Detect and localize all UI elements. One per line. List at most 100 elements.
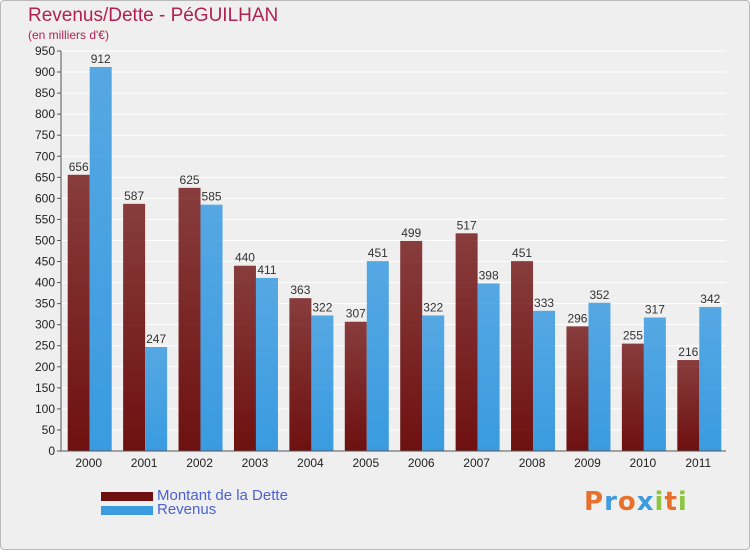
y-tick-label: 150 [35,381,55,395]
chart-subtitle: (en milliers d'€) [28,28,109,42]
data-label-revenus-2009: 352 [589,288,609,302]
data-label-revenus-2004: 322 [312,300,332,314]
y-tick-label: 750 [35,128,55,142]
bar-dette-2011 [677,360,700,451]
data-label-revenus-2001: 247 [146,332,166,346]
data-label-dette-2011: 216 [678,345,698,359]
chart-title: Revenus/Dette - PéGUILHAN [28,5,279,26]
legend-swatch-dette [101,492,153,501]
data-label-revenus-2008: 333 [534,296,554,310]
y-tick-label: 500 [35,233,55,247]
data-label-revenus-2006: 322 [423,300,443,314]
axes: 0 50 100 150 200 250 300 350 400 450 500 550 600 650 7… [35,44,726,470]
bar-dette-2003 [233,265,256,451]
logo-letter: i [677,487,688,517]
data-label-dette-2003: 440 [235,251,255,265]
y-tick-label: 350 [35,297,55,311]
data-label-revenus-2005: 451 [368,246,388,260]
x-tick-label: 2011 [685,456,711,470]
logo-letter: o [617,487,637,517]
logo-letter: r [604,487,618,517]
logo-letter: i [654,487,665,517]
data-label-dette-2008: 451 [512,246,532,260]
y-tick-label: 250 [35,339,55,353]
data-label-dette-2010: 255 [623,329,643,343]
data-label-revenus-2007: 398 [479,268,499,282]
x-tick-label: 2008 [519,456,546,470]
x-tick-label: 2005 [352,456,379,470]
data-label-dette-2007: 517 [457,218,477,232]
data-label-dette-2001: 587 [124,189,144,203]
x-tick-label: 2001 [131,456,158,470]
bar-revenus-2008 [533,310,556,451]
bar-revenus-2002 [200,204,223,451]
y-tick-label: 700 [35,149,55,163]
bars [67,67,722,451]
grid-lines [61,50,726,452]
data-label-dette-2000: 656 [69,160,89,174]
y-tick-label: 50 [42,423,56,437]
y-tick-label: 400 [35,276,55,290]
bar-revenus-2003 [255,277,278,451]
legend-swatch-revenus [101,506,153,515]
x-tick-label: 2004 [297,456,324,470]
x-tick-label: 2006 [408,456,435,470]
y-tick-label: 650 [35,170,55,184]
y-tick-label: 550 [35,212,55,226]
x-tick-label: 2000 [75,456,102,470]
data-label-revenus-2000: 912 [91,52,111,66]
data-label-dette-2005: 307 [346,307,366,321]
y-tick-label: 200 [35,360,55,374]
bar-dette-2008 [511,261,534,451]
data-label-revenus-2003: 411 [257,263,276,277]
data-label-dette-2004: 363 [290,283,310,297]
logo-letter: x [636,487,655,517]
x-tick-label: 2003 [242,456,269,470]
bar-revenus-2011 [699,307,722,451]
data-label-dette-2009: 296 [567,311,587,325]
logo-letter: P [584,487,605,517]
bar-dette-2009 [566,326,589,451]
bar-revenus-2006 [422,315,445,451]
bar-dette-2005 [344,321,367,451]
bar-revenus-2005 [366,261,389,451]
bar-revenus-2007 [477,283,500,451]
bar-dette-2010 [621,343,644,451]
y-tick-label: 0 [48,444,55,458]
x-tick-label: 2002 [186,456,213,470]
bar-dette-2006 [400,240,423,451]
y-tick-label: 100 [35,402,55,416]
y-tick-label: 800 [35,107,55,121]
bar-dette-2004 [289,298,312,451]
y-tick-label: 850 [35,86,55,100]
bar-dette-2001 [123,203,146,451]
bar-revenus-2000 [89,67,112,451]
y-tick-label: 450 [35,255,55,269]
legend-label-dette: Montant de la Dette [157,487,288,504]
bar-revenus-2010 [643,317,666,451]
y-tick-label: 300 [35,318,55,332]
y-tick-label: 600 [35,191,55,205]
x-tick-label: 2010 [630,456,657,470]
bar-dette-2000 [67,174,90,451]
data-label-revenus-2011: 342 [700,292,720,306]
y-tick-label: 950 [35,44,55,58]
logo-letter: t [664,487,678,517]
x-tick-label: 2009 [574,456,601,470]
y-tick-label: 900 [35,65,55,79]
data-label-dette-2006: 499 [401,226,421,240]
bar-revenus-2009 [588,302,611,451]
legend-label-revenus: Revenus [157,501,217,518]
data-label-revenus-2002: 585 [202,190,222,204]
data-label-dette-2002: 625 [180,173,200,187]
bar-dette-2007 [455,233,478,451]
bar-revenus-2001 [145,347,168,451]
data-label-revenus-2010: 317 [645,303,665,317]
proxiti-logo: Proxiti [584,487,688,517]
bar-dette-2002 [178,187,201,451]
x-tick-label: 2007 [463,456,490,470]
bar-revenus-2004 [311,315,334,451]
